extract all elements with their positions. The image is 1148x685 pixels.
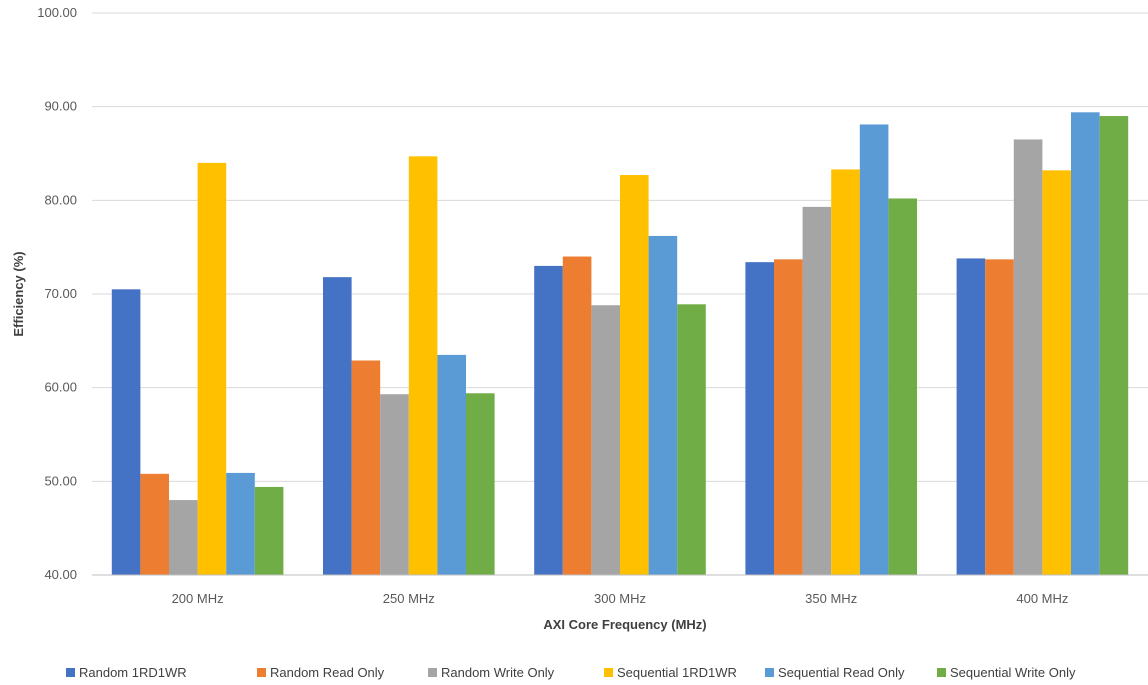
bar-1-5 — [956, 258, 986, 575]
bar-5-3 — [648, 235, 678, 575]
x-axis-ticks: 200 MHz 250 MHz 300 MHz 350 MHz 400 MHz — [172, 591, 1069, 606]
bar-2-4 — [774, 259, 803, 575]
bar-4-3 — [620, 175, 649, 575]
bar-3-1 — [169, 500, 198, 575]
bar-2-1 — [140, 473, 169, 575]
bar-4-5 — [1042, 170, 1071, 576]
y-tick-label: 100.00 — [37, 5, 77, 20]
y-axis-ticks: 40.00 50.00 60.00 70.00 80.00 90.00 100.00 — [37, 5, 77, 582]
bar-6-1 — [254, 486, 284, 575]
legend-label: Sequential Read Only — [778, 665, 905, 680]
legend-swatch — [257, 668, 266, 677]
legend: Random 1RD1WR Random Read Only Random Writ… — [66, 665, 1076, 680]
legend-swatch — [604, 668, 613, 677]
bar-6-2 — [466, 393, 495, 575]
legend-swatch — [937, 668, 946, 677]
legend-swatch — [428, 668, 437, 677]
y-tick-label: 70.00 — [44, 286, 77, 301]
bar-1-1 — [111, 289, 141, 575]
bar-3-2 — [380, 394, 409, 575]
legend-swatch — [765, 668, 774, 677]
legend-swatch — [66, 668, 75, 677]
y-tick-label: 60.00 — [44, 380, 77, 395]
bar-4-2 — [408, 156, 438, 575]
legend-label: Sequential 1RD1WR — [617, 665, 737, 680]
bar-2-3 — [562, 256, 592, 575]
x-tick-label: 400 MHz — [1016, 591, 1068, 606]
y-tick-label: 50.00 — [44, 473, 77, 488]
bar-3-4 — [802, 206, 832, 575]
x-tick-label: 350 MHz — [805, 591, 857, 606]
legend-label: Random Read Only — [270, 665, 385, 680]
bar-6-4 — [888, 198, 917, 575]
bar-1-3 — [534, 265, 563, 575]
y-axis-title: Efficiency (%) — [11, 251, 26, 336]
legend-label: Random Write Only — [441, 665, 555, 680]
bar-4-4 — [831, 169, 860, 575]
x-axis-title: AXI Core Frequency (MHz) — [543, 617, 706, 632]
bar-5-1 — [226, 472, 255, 575]
bar-3-5 — [1013, 139, 1043, 575]
bar-2-5 — [985, 259, 1014, 575]
x-tick-label: 300 MHz — [594, 591, 646, 606]
bar-6-3 — [677, 304, 706, 575]
bar-5-5 — [1071, 112, 1100, 575]
bar-4-1 — [197, 162, 227, 575]
bar-1-4 — [745, 262, 774, 575]
y-tick-label: 40.00 — [44, 567, 77, 582]
bars — [111, 112, 1129, 576]
bar-5-4 — [859, 124, 889, 576]
bar-6-5 — [1099, 116, 1129, 576]
legend-label: Random 1RD1WR — [79, 665, 187, 680]
bar-3-3 — [591, 305, 620, 575]
y-tick-label: 90.00 — [44, 99, 77, 114]
bar-1-2 — [323, 277, 352, 575]
bar-2-2 — [351, 360, 381, 575]
y-tick-label: 80.00 — [44, 192, 77, 207]
bar-5-2 — [437, 354, 466, 575]
x-tick-label: 250 MHz — [383, 591, 435, 606]
legend-label: Sequential Write Only — [950, 665, 1076, 680]
x-tick-label: 200 MHz — [172, 591, 224, 606]
